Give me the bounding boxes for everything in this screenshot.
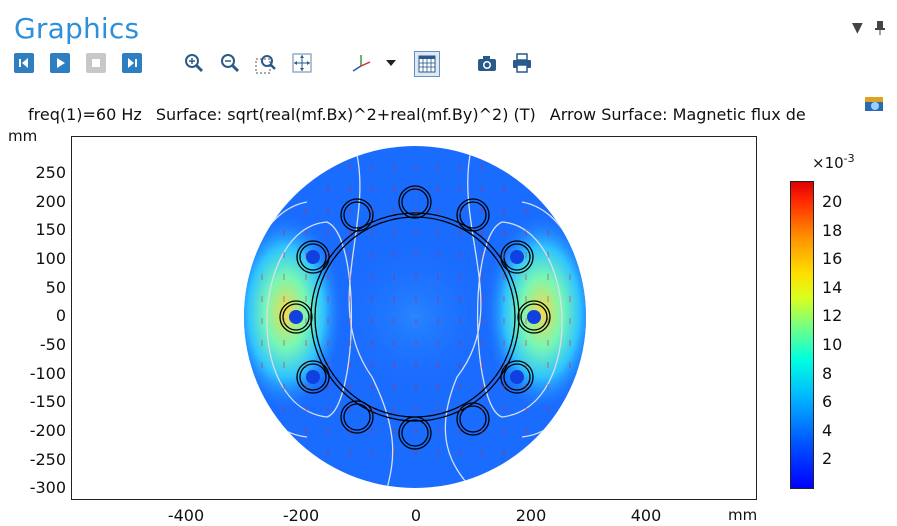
colorbar-scale-label: ×10-3 xyxy=(812,152,855,172)
x-tick-label: -400 xyxy=(167,506,205,525)
axis-orientation-dropdown[interactable] xyxy=(380,52,402,74)
zoom-extents-button[interactable] xyxy=(291,52,313,74)
y-tick-label: 0 xyxy=(55,306,66,326)
y-tick-label: 200 xyxy=(35,191,66,211)
conductor-slots xyxy=(279,185,551,450)
x-tick-label: 400 xyxy=(630,506,662,525)
render-mode-icon[interactable] xyxy=(864,96,884,112)
skip-forward-icon xyxy=(122,53,142,73)
plot-expression-line: freq(1)=60 Hz Surface: sqrt(real(mf.Bx)^2… xyxy=(28,105,897,124)
plot-area[interactable] xyxy=(71,136,757,500)
panel-title: Graphics xyxy=(14,12,140,45)
colorbar-tick-label: 2 xyxy=(822,449,833,469)
colorbar xyxy=(790,181,814,489)
y-tick-label: -250 xyxy=(29,449,66,469)
colorbar-tick-label: 4 xyxy=(822,420,833,440)
panel-menu-dropdown-icon[interactable]: ▼ xyxy=(852,20,863,36)
print-button[interactable] xyxy=(511,52,533,74)
y-tick-label: 150 xyxy=(35,220,66,240)
field-plot[interactable] xyxy=(72,137,756,499)
y-tick-label: 100 xyxy=(35,248,66,268)
printer-icon xyxy=(513,53,531,73)
zoom-extents-icon xyxy=(292,53,312,73)
zoom-out-icon xyxy=(221,54,240,73)
y-tick-label: 250 xyxy=(35,163,66,182)
flux-arrows xyxy=(261,164,571,456)
grid-icon xyxy=(418,55,436,73)
pin-icon[interactable] xyxy=(874,20,886,40)
axes-icon xyxy=(352,55,371,72)
zoom-box-icon xyxy=(255,55,276,74)
zoom-box-button[interactable] xyxy=(255,52,277,74)
y-tick-label: -300 xyxy=(29,478,66,498)
zoom-out-button[interactable] xyxy=(219,52,241,74)
image-snapshot-button[interactable] xyxy=(476,52,498,74)
last-frame-button[interactable] xyxy=(121,52,143,74)
first-frame-button[interactable] xyxy=(13,52,35,74)
axis-orientation-button[interactable] xyxy=(349,52,371,74)
colorbar-tick-label: 14 xyxy=(822,277,843,297)
x-tick-label: -200 xyxy=(282,506,320,525)
grid-toggle-button[interactable] xyxy=(414,51,440,77)
colorbar-tick-label: 8 xyxy=(822,363,833,383)
y-tick-label: 50 xyxy=(45,277,66,297)
y-tick-label: -100 xyxy=(29,363,66,383)
colorbar-tick-label: 20 xyxy=(822,192,843,211)
zoom-in-button[interactable] xyxy=(183,52,205,74)
chevron-down-icon xyxy=(386,60,396,66)
y-tick-label: -150 xyxy=(29,392,66,412)
stop-icon xyxy=(86,53,106,73)
graphics-toolbar xyxy=(0,51,897,82)
colorbar-tick-label: 10 xyxy=(822,335,843,354)
colorbar-tick-label: 18 xyxy=(822,220,843,240)
stop-button[interactable] xyxy=(85,52,107,74)
x-tick-label: 0 xyxy=(410,506,422,525)
frequency-label: freq(1)=60 Hz xyxy=(28,105,142,124)
colorbar-tick-label: 6 xyxy=(822,392,833,412)
play-icon xyxy=(50,53,70,73)
arrow-surface-label: Arrow Surface: Magnetic flux de xyxy=(549,105,806,124)
camera-icon xyxy=(478,56,496,71)
skip-back-icon xyxy=(14,53,34,73)
zoom-in-icon xyxy=(185,54,204,73)
y-tick-label: -200 xyxy=(29,420,66,440)
colorbar-tick-label: 12 xyxy=(822,306,843,326)
x-axis-unit: mm xyxy=(728,506,758,524)
play-button[interactable] xyxy=(49,52,71,74)
y-axis-unit: mm xyxy=(8,127,38,145)
y-tick-label: -50 xyxy=(39,334,66,354)
colorbar-tick-label: 16 xyxy=(822,249,843,269)
surface-expression-label: Surface: sqrt(real(mf.Bx)^2+real(mf.By)^… xyxy=(155,105,536,124)
x-tick-label: 200 xyxy=(515,506,547,525)
